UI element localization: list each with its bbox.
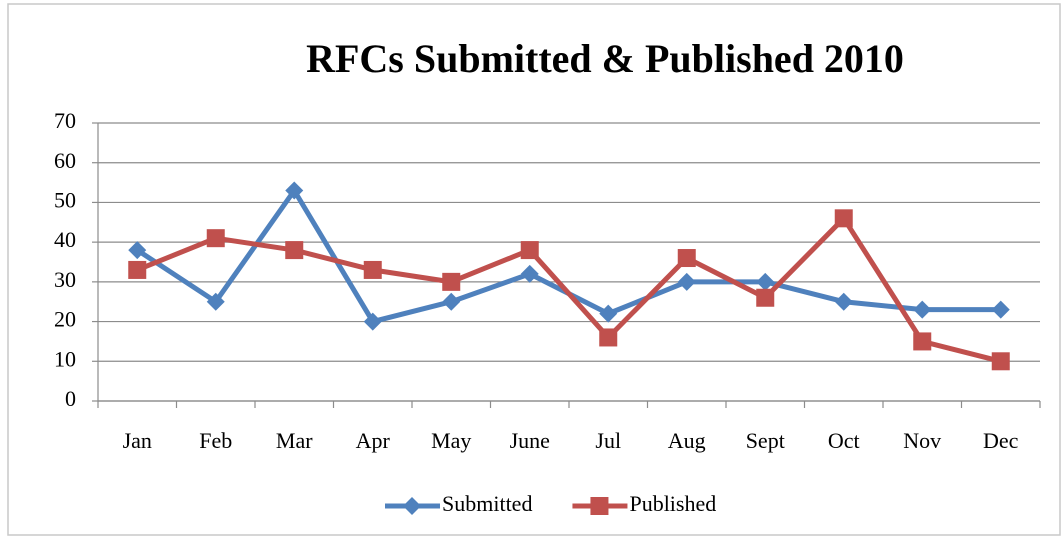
y-tick-label: 10 <box>54 346 76 371</box>
legend-marker <box>590 497 609 515</box>
x-tick-label: June <box>510 428 550 453</box>
data-point <box>677 249 696 268</box>
x-tick-label: Jul <box>595 428 621 453</box>
x-tick-label: Nov <box>903 428 941 453</box>
y-tick-label: 50 <box>54 187 76 212</box>
x-tick-label: Apr <box>356 428 391 453</box>
data-point <box>991 300 1010 319</box>
data-point <box>363 312 382 331</box>
y-tick-label: 60 <box>54 148 76 173</box>
x-tick-label: May <box>431 428 471 453</box>
data-point <box>599 328 618 347</box>
x-tick-label: Jan <box>123 428 152 453</box>
x-tick-label: Aug <box>668 428 706 453</box>
data-point <box>285 181 304 200</box>
y-tick-label: 0 <box>65 386 76 411</box>
x-tick-label: Oct <box>828 428 860 453</box>
data-point <box>363 260 382 279</box>
data-point <box>913 332 932 351</box>
data-point <box>206 229 225 248</box>
data-point <box>599 304 618 323</box>
data-point <box>756 272 775 291</box>
data-point <box>285 241 304 260</box>
data-point <box>677 272 696 291</box>
data-point <box>756 288 775 307</box>
data-point <box>991 352 1010 371</box>
x-tick-label: Dec <box>983 428 1019 453</box>
legend-label: Published <box>629 491 716 516</box>
data-point <box>206 292 225 311</box>
y-tick-label: 70 <box>54 108 76 133</box>
y-tick-label: 40 <box>54 227 76 252</box>
legend-label: Submitted <box>442 491 532 516</box>
data-point <box>442 272 461 291</box>
x-tick-label: Feb <box>199 428 232 453</box>
y-tick-label: 20 <box>54 307 76 332</box>
data-point <box>834 209 853 228</box>
data-point <box>128 260 147 279</box>
x-tick-label: Mar <box>276 428 313 453</box>
data-point <box>442 292 461 311</box>
y-tick-label: 30 <box>54 267 76 292</box>
data-point <box>834 292 853 311</box>
data-point <box>520 264 539 283</box>
data-point <box>520 241 539 260</box>
x-tick-label: Sept <box>746 428 785 453</box>
series-line <box>136 215 1002 364</box>
data-point <box>128 241 147 260</box>
data-point <box>913 300 932 319</box>
legend-marker <box>403 497 421 515</box>
chart-title: RFCs Submitted & Published 2010 <box>306 36 904 81</box>
